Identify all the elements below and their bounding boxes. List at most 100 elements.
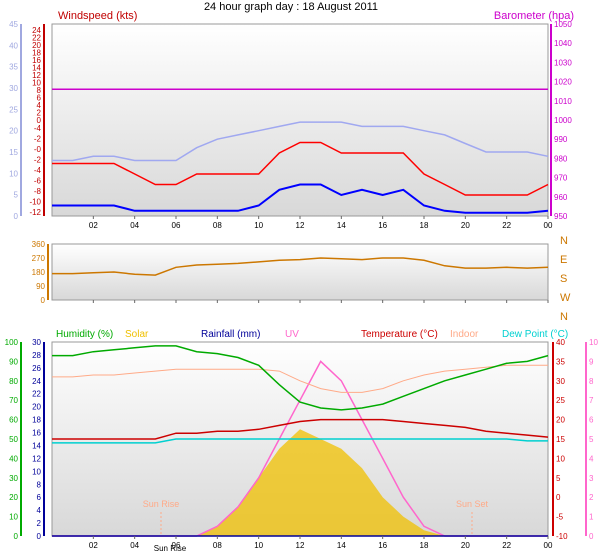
wind-inner-neg-tick-label: -8: [34, 187, 42, 196]
barometer-axis-tick-label: 980: [554, 154, 568, 163]
wind-inner-neg-tick-label: -12: [29, 208, 41, 217]
wind-panel-x-tick-label: 02: [89, 221, 98, 230]
wind-inner-neg-tick-label: -6: [34, 177, 42, 186]
weather-panel-x-tick-label: 04: [130, 541, 139, 550]
barometer-axis-tick-label: 1010: [554, 97, 572, 106]
temperature-axis-tick-label: 40: [556, 338, 565, 347]
legend-item: UV: [285, 329, 299, 340]
wind-inner-tick-label: 6: [37, 94, 42, 103]
barometer-axis-tick-label: 1020: [554, 78, 572, 87]
wind-outer-axis-tick-label: 10: [9, 169, 18, 178]
uv-axis-tick-label: 2: [589, 493, 594, 502]
wind-panel-x-tick-label: 12: [296, 221, 305, 230]
rainfall-axis-tick-label: 18: [32, 416, 41, 425]
wind-outer-axis-tick-label: 15: [9, 148, 18, 157]
temperature-axis-tick-label: 20: [556, 416, 565, 425]
weather-panel-x-tick-label: 14: [337, 541, 346, 550]
temperature-axis-tick-label: 10: [556, 454, 565, 463]
rainfall-axis-tick-label: 16: [32, 429, 41, 438]
uv-axis-tick-label: 10: [589, 338, 598, 347]
rainfall-axis-tick-label: 28: [32, 351, 41, 360]
wind-outer-axis-tick-label: 40: [9, 41, 18, 50]
wind-panel-x-tick-label: 00: [544, 221, 553, 230]
humidity-axis-tick-label: 100: [5, 338, 19, 347]
humidity-axis-tick-label: 50: [9, 435, 18, 444]
barometer-axis-tick-label: 1050: [554, 20, 572, 29]
wind-panel-x-tick-label: 22: [502, 221, 511, 230]
wind-inner-tick-label: 20: [32, 41, 41, 50]
humidity-axis-tick-label: 20: [9, 493, 18, 502]
compass-label: E: [560, 254, 567, 266]
weather-panel-x-tick-label: 00: [544, 541, 553, 550]
wind-barometer-panel: 051015202530354045024681012141618202224-…: [9, 10, 574, 230]
weather-panel: 0102030405060708090100024681012141618202…: [5, 329, 599, 553]
wind-direction-line: [52, 257, 549, 276]
weather-panel-x-tick-label: 12: [296, 541, 305, 550]
barometer-axis-tick-label: 1040: [554, 39, 572, 48]
barometer-axis-tick-label: 1030: [554, 58, 572, 67]
humidity-line: [52, 345, 549, 411]
weather-panel-x-tick-label: 18: [420, 541, 429, 550]
wind-light-trace: [52, 121, 549, 162]
humidity-axis-tick-label: 10: [9, 513, 18, 522]
dew-point-line: [52, 438, 548, 444]
humidity-axis-tick-label: 90: [9, 357, 18, 366]
weather-panel-x-tick-label: 16: [378, 541, 387, 550]
compass-label: N: [560, 235, 568, 247]
rainfall-axis-tick-label: 24: [32, 377, 41, 386]
humidity-axis-tick-label: 60: [9, 416, 18, 425]
sunset-label: Sun Set: [456, 499, 489, 509]
wind-panel-x-tick-label: 14: [337, 221, 346, 230]
uv-axis-tick-label: 9: [589, 357, 594, 366]
rainfall-axis-tick-label: 2: [37, 519, 42, 528]
temperature-axis-tick-label: 15: [556, 435, 565, 444]
wind-panel-x-tick-label: 04: [130, 221, 139, 230]
direction-axis-tick-label: 270: [32, 254, 46, 263]
uv-axis-tick-label: 6: [589, 416, 594, 425]
compass-label: S: [560, 273, 567, 285]
rainfall-axis-tick-label: 6: [37, 493, 42, 502]
temperature-axis-tick-label: 35: [556, 357, 565, 366]
weather-panel-x-tick-label: 02: [89, 541, 98, 550]
barometer-axis-tick-label: 950: [554, 212, 568, 221]
wind-panel-x-tick-label: 10: [254, 221, 263, 230]
temperature-axis-tick-label: 0: [556, 493, 561, 502]
wind-outer-axis-tick-label: 35: [9, 63, 18, 72]
uv-axis-tick-label: 4: [589, 454, 594, 463]
graph-title: 24 hour graph day : 18 August 2011: [204, 1, 378, 13]
temperature-line: [52, 418, 549, 440]
wind-panel-plot-area: [51, 23, 549, 217]
wind-inner-tick-label: 16: [32, 56, 41, 65]
direction-axis-tick-label: 90: [36, 282, 45, 291]
temperature-axis-tick-label: -5: [556, 513, 564, 522]
wind-inner-tick-label: 24: [32, 26, 41, 35]
solar-area: [52, 429, 548, 536]
legend-item: Solar: [125, 329, 149, 340]
weather-panel-x-tick-label: 22: [502, 541, 511, 550]
uv-axis-tick-label: 5: [589, 435, 594, 444]
legend-item: Temperature (°C): [361, 329, 438, 340]
wind-inner-neg-tick-label: -4: [34, 124, 42, 133]
wind-outer-axis-tick-label: 5: [14, 191, 19, 200]
wind-outer-axis-tick-label: 30: [9, 84, 18, 93]
windspeed-axis-title: Windspeed (kts): [58, 10, 137, 22]
sunrise-label: Sun Rise: [143, 499, 180, 509]
wind-inner-neg-tick-label: -4: [34, 166, 42, 175]
rainfall-axis-tick-label: 30: [32, 338, 41, 347]
rainfall-axis-tick-label: 8: [37, 480, 42, 489]
wind-panel-x-tick-label: 18: [420, 221, 429, 230]
wind-outer-axis-tick-label: 45: [9, 20, 18, 29]
uv-axis-tick-label: 7: [589, 396, 594, 405]
wind-outer-axis-tick-label: 0: [14, 212, 19, 221]
weather-panel-x-tick-label: 10: [254, 541, 263, 550]
legend-item: Humidity (%): [56, 329, 113, 340]
rainfall-axis-tick-label: 22: [32, 390, 41, 399]
humidity-axis-tick-label: 40: [9, 454, 18, 463]
wind-average-line: [52, 183, 549, 214]
temperature-axis-tick-label: 30: [556, 377, 565, 386]
wind-inner-tick-label: 12: [32, 71, 41, 80]
barometer-axis-title: Barometer (hpa): [494, 10, 574, 22]
wind-inner-tick-label: 14: [32, 64, 41, 73]
rainfall-axis-tick-label: 20: [32, 403, 41, 412]
